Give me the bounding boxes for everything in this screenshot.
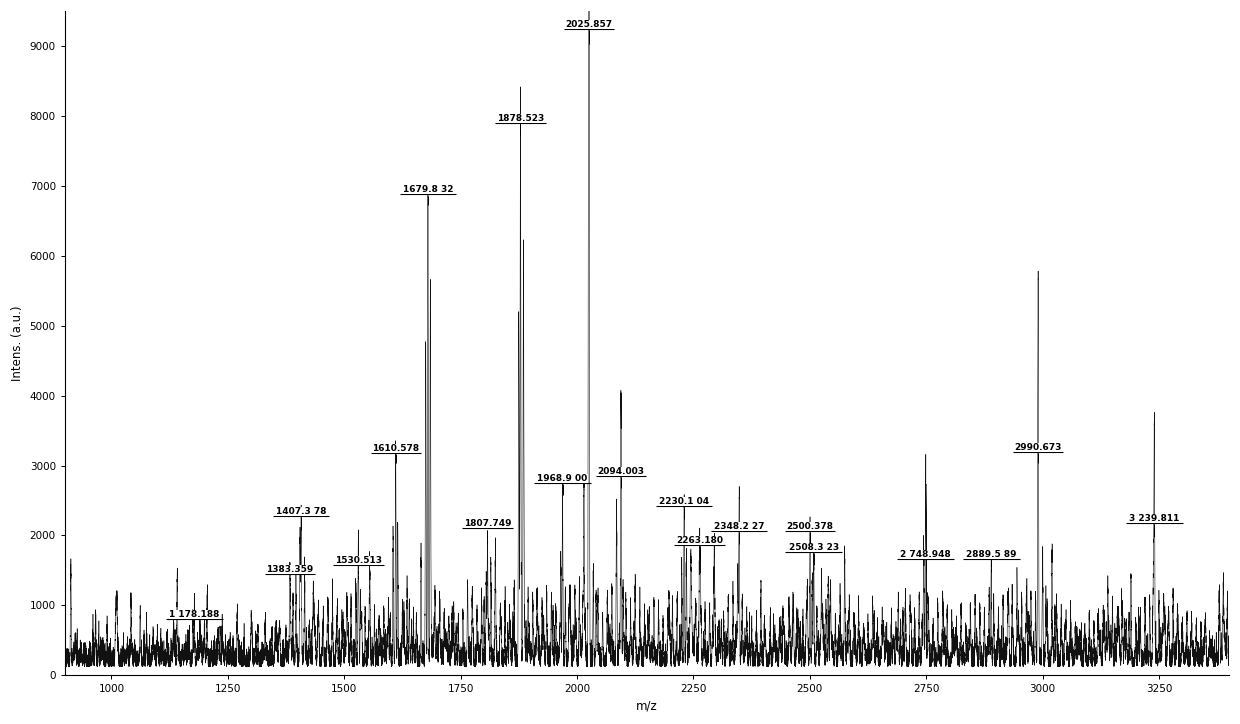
Text: 3 239.811: 3 239.811 <box>1130 514 1179 523</box>
Text: 2889.5 89: 2889.5 89 <box>966 550 1017 558</box>
X-axis label: m/z: m/z <box>636 700 657 713</box>
Text: 1 178.188: 1 178.188 <box>169 610 219 619</box>
Text: 2990.673: 2990.673 <box>1014 442 1061 452</box>
Text: 2230.1 04: 2230.1 04 <box>660 497 709 506</box>
Text: 1530.513: 1530.513 <box>335 556 382 565</box>
Text: 1968.9 00: 1968.9 00 <box>537 474 588 483</box>
Text: 1878.523: 1878.523 <box>497 114 544 123</box>
Text: 2025.857: 2025.857 <box>565 20 613 28</box>
Text: 1679.8 32: 1679.8 32 <box>403 185 453 194</box>
Text: 2500.378: 2500.378 <box>786 521 833 531</box>
Text: 2348.2 27: 2348.2 27 <box>714 521 764 531</box>
Text: 2094.003: 2094.003 <box>598 467 645 476</box>
Text: 2263.180: 2263.180 <box>676 536 723 544</box>
Text: 2508.3 23: 2508.3 23 <box>789 542 838 552</box>
Text: 2 748.948: 2 748.948 <box>900 550 951 558</box>
Text: 1610.578: 1610.578 <box>372 444 419 453</box>
Text: 1383.359: 1383.359 <box>267 565 314 574</box>
Text: 1807.749: 1807.749 <box>464 520 511 529</box>
Y-axis label: Intens. (a.u.): Intens. (a.u.) <box>11 306 24 381</box>
Text: 1407.3 78: 1407.3 78 <box>275 507 326 516</box>
